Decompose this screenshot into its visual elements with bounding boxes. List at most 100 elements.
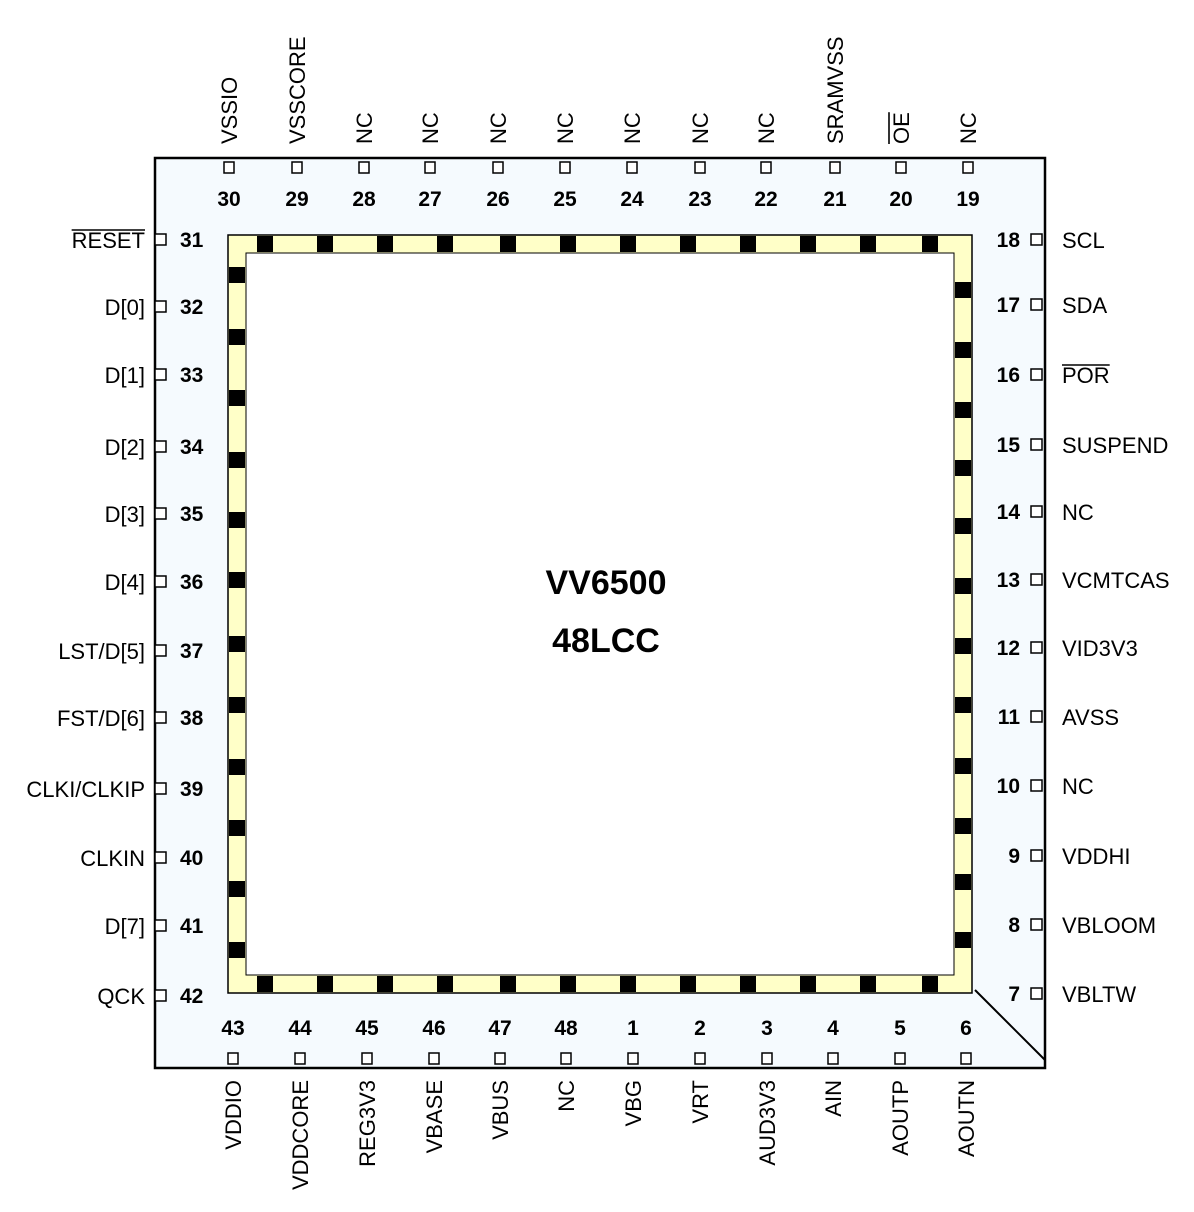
bond-pad	[437, 236, 453, 252]
pin-pad	[227, 1052, 239, 1065]
bond-pad	[229, 636, 245, 652]
bond-pad	[620, 236, 636, 252]
pin-label: NC	[620, 112, 645, 144]
pin-pad	[1030, 779, 1043, 792]
bond-pad	[560, 976, 576, 992]
pin-number: 28	[352, 188, 376, 211]
pin-label: NC	[486, 112, 511, 144]
pin-pad	[154, 782, 167, 795]
bond-pad	[500, 236, 516, 252]
bond-pad	[955, 932, 971, 948]
pin-number: 19	[956, 188, 979, 211]
bond-pad	[955, 282, 971, 298]
bond-pad	[740, 236, 756, 252]
pin-number: 35	[180, 503, 204, 526]
bond-pad	[257, 236, 273, 252]
pin-label: SCL	[1062, 228, 1105, 253]
pin-label: D[2]	[105, 435, 145, 460]
pin-label: NC	[554, 1080, 579, 1112]
pin-number: 47	[488, 1017, 511, 1040]
bond-pad	[955, 342, 971, 358]
pin-number: 7	[1008, 983, 1020, 1006]
pin-pad	[154, 300, 167, 313]
bond-pad	[800, 236, 816, 252]
bond-pad	[377, 236, 393, 252]
pin-label: NC	[352, 112, 377, 144]
pin-label: VCMTCAS	[1062, 568, 1170, 593]
bond-pad	[229, 329, 245, 345]
pin-label: VBG	[621, 1080, 646, 1126]
pin-label: VSSCORE	[285, 36, 310, 144]
pin-label: VBLTW	[1062, 982, 1136, 1007]
pin-pad	[1030, 849, 1043, 862]
pin-label: NC	[418, 112, 443, 144]
pin-pad	[559, 161, 571, 174]
bond-pad	[955, 638, 971, 654]
pin-pad	[1030, 298, 1043, 311]
pin-label: VID3V3	[1062, 636, 1138, 661]
pin-pad	[560, 1052, 572, 1065]
pin-label: LST/D[5]	[58, 639, 145, 664]
pin-number: 8	[1008, 914, 1020, 937]
bond-pad	[680, 236, 696, 252]
bond-pad	[800, 976, 816, 992]
pin-label: RESET	[72, 228, 145, 253]
pin-pad	[223, 161, 235, 174]
pin-pad	[627, 1052, 639, 1065]
pin-number: 44	[288, 1017, 312, 1040]
bond-pad	[317, 236, 333, 252]
pin-number: 45	[355, 1017, 379, 1040]
pin-label: D[4]	[105, 570, 145, 595]
pin-pad	[1030, 710, 1043, 723]
pin-number: 42	[180, 985, 203, 1008]
pin-pad	[960, 1052, 972, 1065]
pin-number: 11	[998, 706, 1021, 729]
pin-number: 34	[180, 436, 204, 459]
pin-label: VSSIO	[217, 77, 242, 144]
pin-number: 33	[180, 364, 203, 387]
bond-pad	[229, 452, 245, 468]
pin-label: SDA	[1062, 293, 1108, 318]
bond-pad	[620, 976, 636, 992]
pin-number: 1	[627, 1017, 639, 1040]
pin-number: 40	[180, 847, 203, 870]
bond-pad	[955, 818, 971, 834]
pin-label: NC	[688, 112, 713, 144]
bond-pad	[229, 820, 245, 836]
bond-pad	[560, 236, 576, 252]
pin-pad	[827, 1052, 839, 1065]
bond-pad	[229, 512, 245, 528]
pin-number: 12	[997, 637, 1020, 660]
pin-label: AOUTP	[888, 1080, 913, 1156]
pin-number: 26	[486, 188, 509, 211]
pin-number: 5	[894, 1017, 906, 1040]
pin-pad	[154, 711, 167, 724]
pin-number: 23	[688, 188, 711, 211]
pin-pad	[829, 161, 841, 174]
pin-number: 18	[997, 229, 1021, 252]
die-bond-pads	[229, 236, 971, 992]
pin-label: NC	[1062, 774, 1094, 799]
bond-pad	[317, 976, 333, 992]
pin-pad	[1030, 918, 1043, 931]
pin-pad	[1030, 233, 1043, 246]
pin-label: SRAMVSS	[823, 36, 848, 144]
die-center	[245, 252, 955, 976]
bond-pad	[955, 874, 971, 890]
pin-pad	[1030, 987, 1043, 1000]
pin-label: NC	[1062, 500, 1094, 525]
pin-number: 36	[180, 571, 203, 594]
pin-pad	[154, 233, 167, 246]
bond-pad	[955, 697, 971, 713]
bond-pad	[955, 402, 971, 418]
pin-pad	[1030, 573, 1043, 586]
pin-number: 3	[761, 1017, 773, 1040]
bond-pad	[229, 267, 245, 283]
pin-number: 29	[285, 188, 308, 211]
bond-pad	[680, 976, 696, 992]
pin-pad	[760, 161, 772, 174]
pin-pad	[361, 1052, 373, 1065]
pin-number: 22	[754, 188, 777, 211]
pin-pad	[694, 1052, 706, 1065]
pin-number: 4	[827, 1017, 839, 1040]
